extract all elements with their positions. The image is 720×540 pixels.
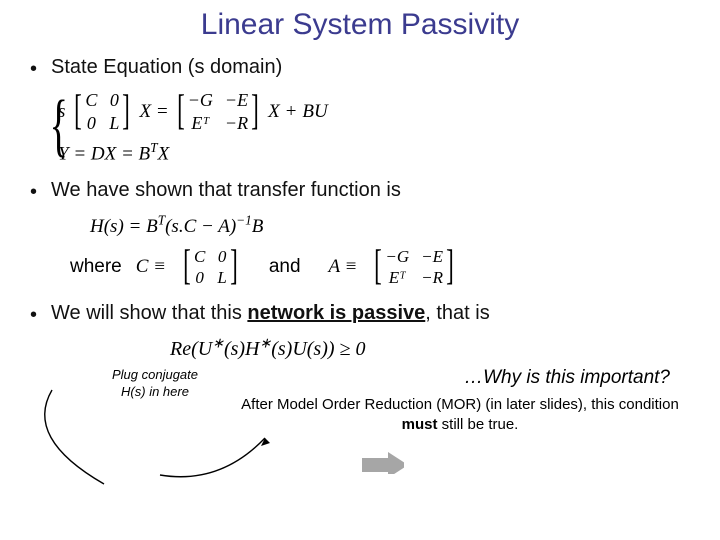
where-label: where bbox=[70, 256, 122, 278]
eq1-BU: BU bbox=[302, 101, 327, 123]
where-matrix-A: [ −G−E Eᵀ−R ] bbox=[371, 246, 457, 289]
bullet-dot-icon: • bbox=[30, 181, 37, 204]
bullet-3: • We will show that this network is pass… bbox=[0, 302, 720, 327]
after-mor-text: After Model Order Reduction (MOR) (in la… bbox=[220, 395, 700, 436]
page-title: Linear System Passivity bbox=[0, 0, 720, 56]
where-row: where C ≡ [ C0 0L ] and A ≡ [ −G−E Eᵀ−R … bbox=[0, 246, 720, 289]
thick-arrow-icon bbox=[360, 452, 404, 474]
curve-arrow-icon-2 bbox=[30, 388, 120, 488]
eq1-X: X bbox=[139, 101, 151, 123]
bullet-dot-icon: • bbox=[30, 304, 37, 327]
eq1-matrix-GE: [ −G−E Eᵀ−R ] bbox=[174, 89, 262, 134]
eq1-eq: = bbox=[157, 101, 168, 123]
eq1-plus: + bbox=[286, 101, 297, 123]
equation-transfer: H(s) = BT(s.C − A)−1B bbox=[0, 212, 720, 237]
where-and: and bbox=[269, 256, 301, 278]
eq1-X2: X bbox=[268, 101, 280, 123]
bullet-2-text: We have shown that transfer function is bbox=[51, 179, 401, 202]
bullet-dot-icon: • bbox=[30, 58, 37, 81]
equation-state: { s [ C0 0L ] X = [ −G−E Eᵀ−R ] X + BU Y… bbox=[0, 89, 720, 165]
where-C: C ≡ bbox=[136, 256, 166, 278]
where-A: A ≡ bbox=[329, 256, 358, 278]
bullet-2: • We have shown that transfer function i… bbox=[0, 179, 720, 204]
where-matrix-C: [ C0 0L ] bbox=[180, 246, 241, 289]
curly-brace-icon: { bbox=[50, 91, 68, 161]
equation-passivity: Re(U∗(s)H∗(s)U(s)) ≥ 0 bbox=[0, 335, 720, 361]
why-important: …Why is this important? bbox=[220, 367, 700, 389]
eq1b: Y = DX = BTX bbox=[58, 140, 169, 165]
curve-arrow-icon bbox=[150, 430, 290, 490]
bullet-1: • State Equation (s domain) bbox=[0, 56, 720, 81]
bullet-3-text: We will show that this network is passiv… bbox=[51, 302, 490, 325]
bullet-1-text: State Equation (s domain) bbox=[51, 56, 282, 79]
eq1-matrix-CL: [ C0 0L ] bbox=[71, 89, 133, 134]
